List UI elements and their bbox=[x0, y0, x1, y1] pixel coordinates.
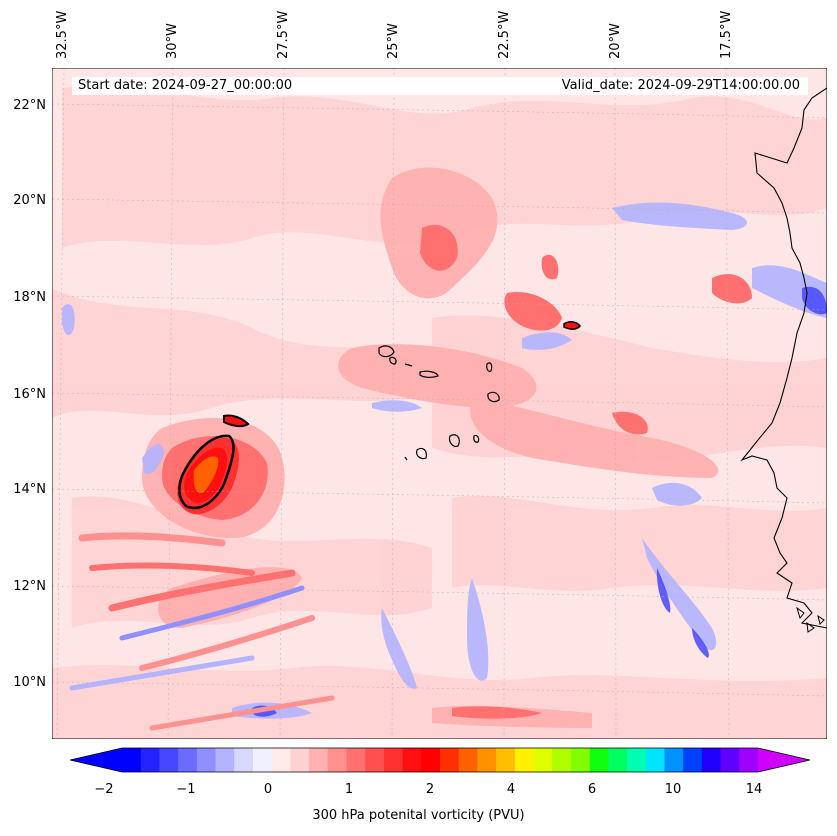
colorbar-segment bbox=[627, 748, 647, 772]
colorbar-segment bbox=[664, 748, 684, 772]
colorbar-tick-label: 14 bbox=[745, 782, 763, 797]
colorbar-segment bbox=[365, 748, 385, 772]
colorbar-segment bbox=[215, 748, 235, 772]
colorbar-segment bbox=[346, 748, 366, 772]
colorbar-segment bbox=[140, 748, 160, 772]
cape-verde-islands bbox=[378, 345, 500, 461]
lat-label-20n: 20°N bbox=[13, 193, 46, 208]
colorbar-segment bbox=[589, 748, 609, 772]
colorbar-segment bbox=[234, 748, 254, 772]
colorbar-segment bbox=[570, 748, 591, 772]
colorbar-segment bbox=[701, 748, 722, 772]
start-date-label: Start date: 2024-09-27_00:00:00 bbox=[78, 78, 293, 93]
colorbar-tick-label: 6 bbox=[587, 782, 597, 797]
colorbar-tick-label: 2 bbox=[425, 782, 435, 797]
african-coastline bbox=[740, 87, 827, 629]
colorbar-segment bbox=[271, 748, 291, 772]
lat-label-18n: 18°N bbox=[13, 290, 46, 305]
colorbar-segment bbox=[608, 748, 628, 772]
colorbar-under-arrow bbox=[70, 748, 122, 772]
colorbar-segment bbox=[720, 748, 740, 772]
pv-field-strong-negative bbox=[252, 286, 827, 717]
pv-map bbox=[52, 68, 827, 739]
colorbar-tick-label: −2 bbox=[94, 782, 114, 797]
lat-label-16n: 16°N bbox=[13, 387, 46, 402]
pv-blob-east bbox=[563, 321, 581, 330]
lat-label-12n: 12°N bbox=[13, 579, 46, 594]
colorbar-over-arrow bbox=[758, 748, 810, 772]
lon-label-17-5w: 17.5°W bbox=[719, 10, 734, 59]
colorbar-segment bbox=[290, 748, 310, 772]
graticule bbox=[52, 68, 827, 739]
colorbar-segment bbox=[402, 748, 422, 772]
colorbar-title: 300 hPa potenital vorticity (PVU) bbox=[312, 808, 525, 823]
pv-field-negative bbox=[62, 202, 827, 719]
colorbar-tick-label: 4 bbox=[506, 782, 516, 797]
colorbar-segment bbox=[159, 748, 179, 772]
colorbar-segment bbox=[196, 748, 217, 772]
colorbar-segment bbox=[421, 748, 441, 772]
lon-label-22-5w: 22.5°W bbox=[497, 10, 512, 59]
colorbar-segment bbox=[645, 748, 665, 772]
lat-label-22n: 22°N bbox=[13, 98, 46, 113]
colorbar-segment bbox=[496, 748, 516, 772]
colorbar-outline bbox=[70, 747, 810, 773]
colorbar-segment bbox=[178, 748, 198, 772]
colorbar-segment bbox=[477, 748, 497, 772]
colorbar bbox=[70, 747, 810, 773]
colorbar-segment bbox=[440, 748, 460, 772]
colorbar-tick-label: 10 bbox=[664, 782, 682, 797]
lat-label-10n: 10°N bbox=[13, 675, 46, 690]
colorbar-tick-label: 0 bbox=[263, 782, 273, 797]
colorbar-segment bbox=[514, 748, 535, 772]
lon-label-20w: 20°W bbox=[608, 23, 623, 59]
colorbar-segment bbox=[683, 748, 703, 772]
colorbar-segment bbox=[552, 748, 572, 772]
colorbar-segment bbox=[309, 748, 329, 772]
lon-label-32-5w: 32.5°W bbox=[55, 10, 70, 59]
colorbar-tick-label: −1 bbox=[176, 782, 196, 797]
lat-label-14n: 14°N bbox=[13, 482, 46, 497]
bijagos-islands bbox=[796, 606, 825, 633]
colorbar-segment bbox=[252, 748, 273, 772]
lon-label-27-5w: 27.5°W bbox=[276, 10, 291, 59]
colorbar-tick-label: 1 bbox=[344, 782, 354, 797]
lon-label-25w: 25°W bbox=[386, 23, 401, 59]
colorbar-segment bbox=[739, 748, 759, 772]
colorbar-segment bbox=[327, 748, 347, 772]
colorbar-segment bbox=[458, 748, 478, 772]
valid-date-label: Valid_date: 2024-09-29T14:00:00.00 bbox=[561, 78, 800, 93]
colorbar-segment bbox=[122, 748, 142, 772]
pv-core bbox=[177, 414, 250, 515]
colorbar-segment bbox=[533, 748, 553, 772]
date-info-box: Start date: 2024-09-27_00:00:00 Valid_da… bbox=[72, 77, 808, 95]
colorbar-segment bbox=[383, 748, 404, 772]
lon-label-30w: 30°W bbox=[165, 23, 180, 59]
